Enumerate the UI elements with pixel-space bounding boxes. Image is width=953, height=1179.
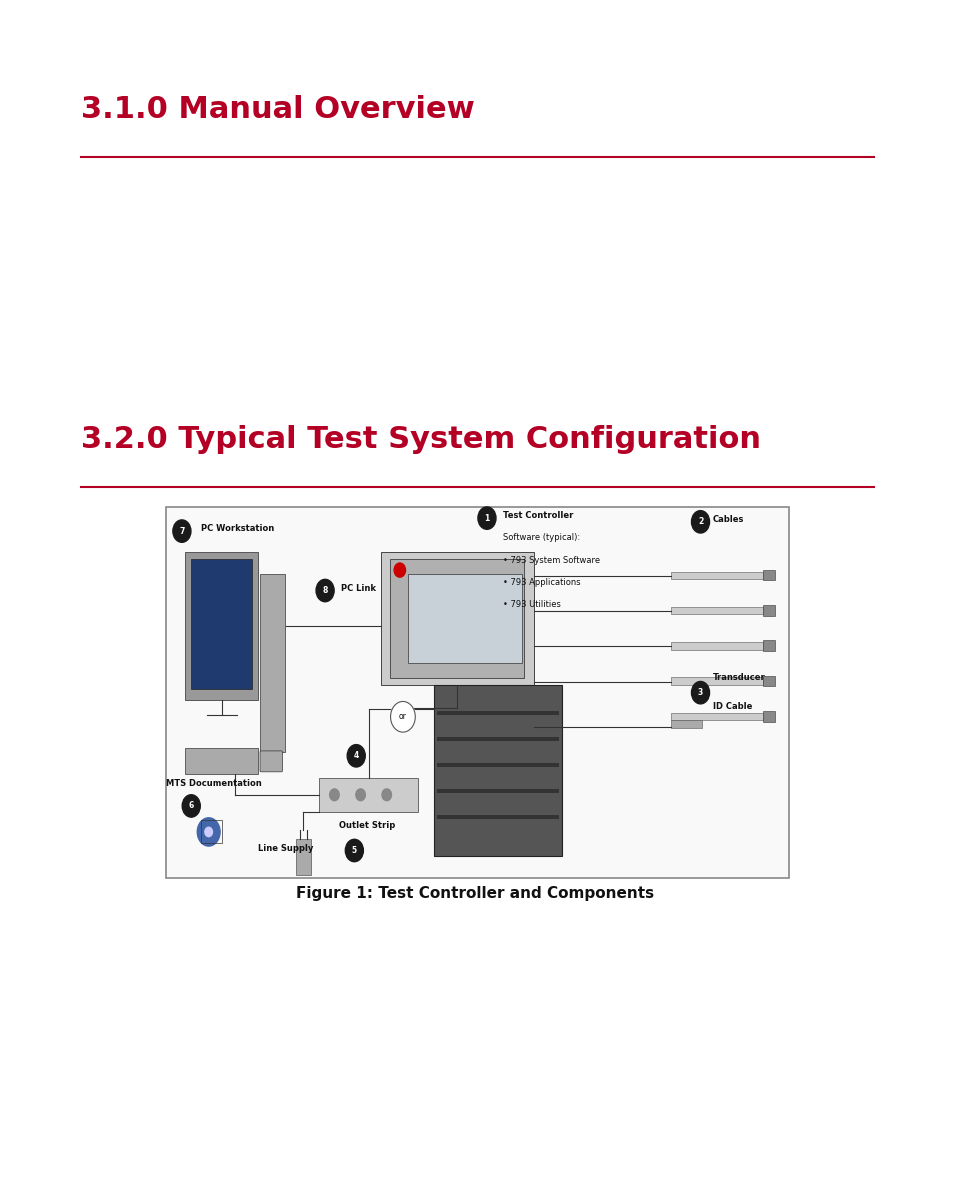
FancyBboxPatch shape: [436, 764, 558, 766]
FancyBboxPatch shape: [762, 640, 775, 651]
Circle shape: [390, 702, 415, 732]
FancyBboxPatch shape: [185, 749, 258, 775]
Text: Figure 1: Test Controller and Components: Figure 1: Test Controller and Components: [295, 887, 654, 901]
Text: 7: 7: [179, 527, 184, 535]
FancyBboxPatch shape: [318, 778, 418, 811]
Circle shape: [381, 789, 391, 801]
Text: 3: 3: [698, 689, 702, 697]
FancyBboxPatch shape: [436, 711, 558, 714]
FancyBboxPatch shape: [670, 719, 701, 727]
Circle shape: [347, 745, 365, 768]
FancyBboxPatch shape: [762, 711, 775, 722]
FancyBboxPatch shape: [185, 552, 258, 700]
Text: Line Supply: Line Supply: [258, 843, 314, 852]
Text: Cables: Cables: [712, 515, 743, 523]
FancyBboxPatch shape: [295, 839, 311, 875]
Circle shape: [182, 795, 200, 817]
Text: PC Workstation: PC Workstation: [200, 525, 274, 533]
Text: 1: 1: [484, 514, 489, 522]
Text: 4: 4: [354, 751, 358, 760]
Text: 2: 2: [698, 518, 702, 526]
FancyBboxPatch shape: [670, 572, 762, 579]
Circle shape: [477, 507, 496, 529]
Circle shape: [330, 789, 339, 801]
FancyBboxPatch shape: [670, 678, 762, 685]
Circle shape: [172, 520, 191, 542]
Circle shape: [197, 818, 220, 847]
Text: 6: 6: [189, 802, 193, 810]
FancyBboxPatch shape: [762, 569, 775, 580]
FancyBboxPatch shape: [436, 816, 558, 819]
FancyBboxPatch shape: [434, 685, 561, 856]
FancyBboxPatch shape: [436, 790, 558, 793]
FancyBboxPatch shape: [670, 643, 762, 650]
Text: 3.2.0 Typical Test System Configuration: 3.2.0 Typical Test System Configuration: [81, 424, 760, 454]
FancyBboxPatch shape: [381, 552, 533, 685]
Text: 8: 8: [322, 586, 328, 595]
FancyBboxPatch shape: [762, 676, 775, 686]
Circle shape: [394, 564, 405, 578]
Circle shape: [205, 828, 213, 837]
Text: Transducer: Transducer: [712, 673, 765, 681]
Circle shape: [345, 839, 363, 862]
FancyBboxPatch shape: [670, 712, 762, 720]
Text: • 793 Applications: • 793 Applications: [502, 578, 579, 587]
FancyBboxPatch shape: [166, 507, 788, 878]
Text: PC Link: PC Link: [340, 584, 375, 593]
FancyBboxPatch shape: [408, 574, 522, 663]
FancyBboxPatch shape: [191, 559, 252, 689]
Circle shape: [355, 789, 365, 801]
FancyBboxPatch shape: [436, 737, 558, 740]
FancyBboxPatch shape: [260, 751, 282, 772]
FancyBboxPatch shape: [670, 607, 762, 614]
Circle shape: [691, 681, 709, 704]
Circle shape: [315, 579, 334, 601]
Text: Test Controller: Test Controller: [502, 512, 573, 520]
Text: 5: 5: [352, 847, 356, 855]
FancyBboxPatch shape: [390, 559, 524, 678]
Text: or: or: [398, 712, 406, 722]
Text: ID Cable: ID Cable: [712, 703, 752, 711]
FancyBboxPatch shape: [762, 605, 775, 615]
Text: • 793 System Software: • 793 System Software: [502, 555, 599, 565]
Text: Outlet Strip: Outlet Strip: [339, 822, 395, 830]
Text: MTS Documentation: MTS Documentation: [166, 779, 262, 789]
Text: • 793 Utilities: • 793 Utilities: [502, 600, 559, 610]
Text: Software (typical):: Software (typical):: [502, 533, 579, 542]
Text: 3.1.0 Manual Overview: 3.1.0 Manual Overview: [81, 94, 474, 124]
Circle shape: [691, 511, 709, 533]
FancyBboxPatch shape: [259, 574, 284, 752]
